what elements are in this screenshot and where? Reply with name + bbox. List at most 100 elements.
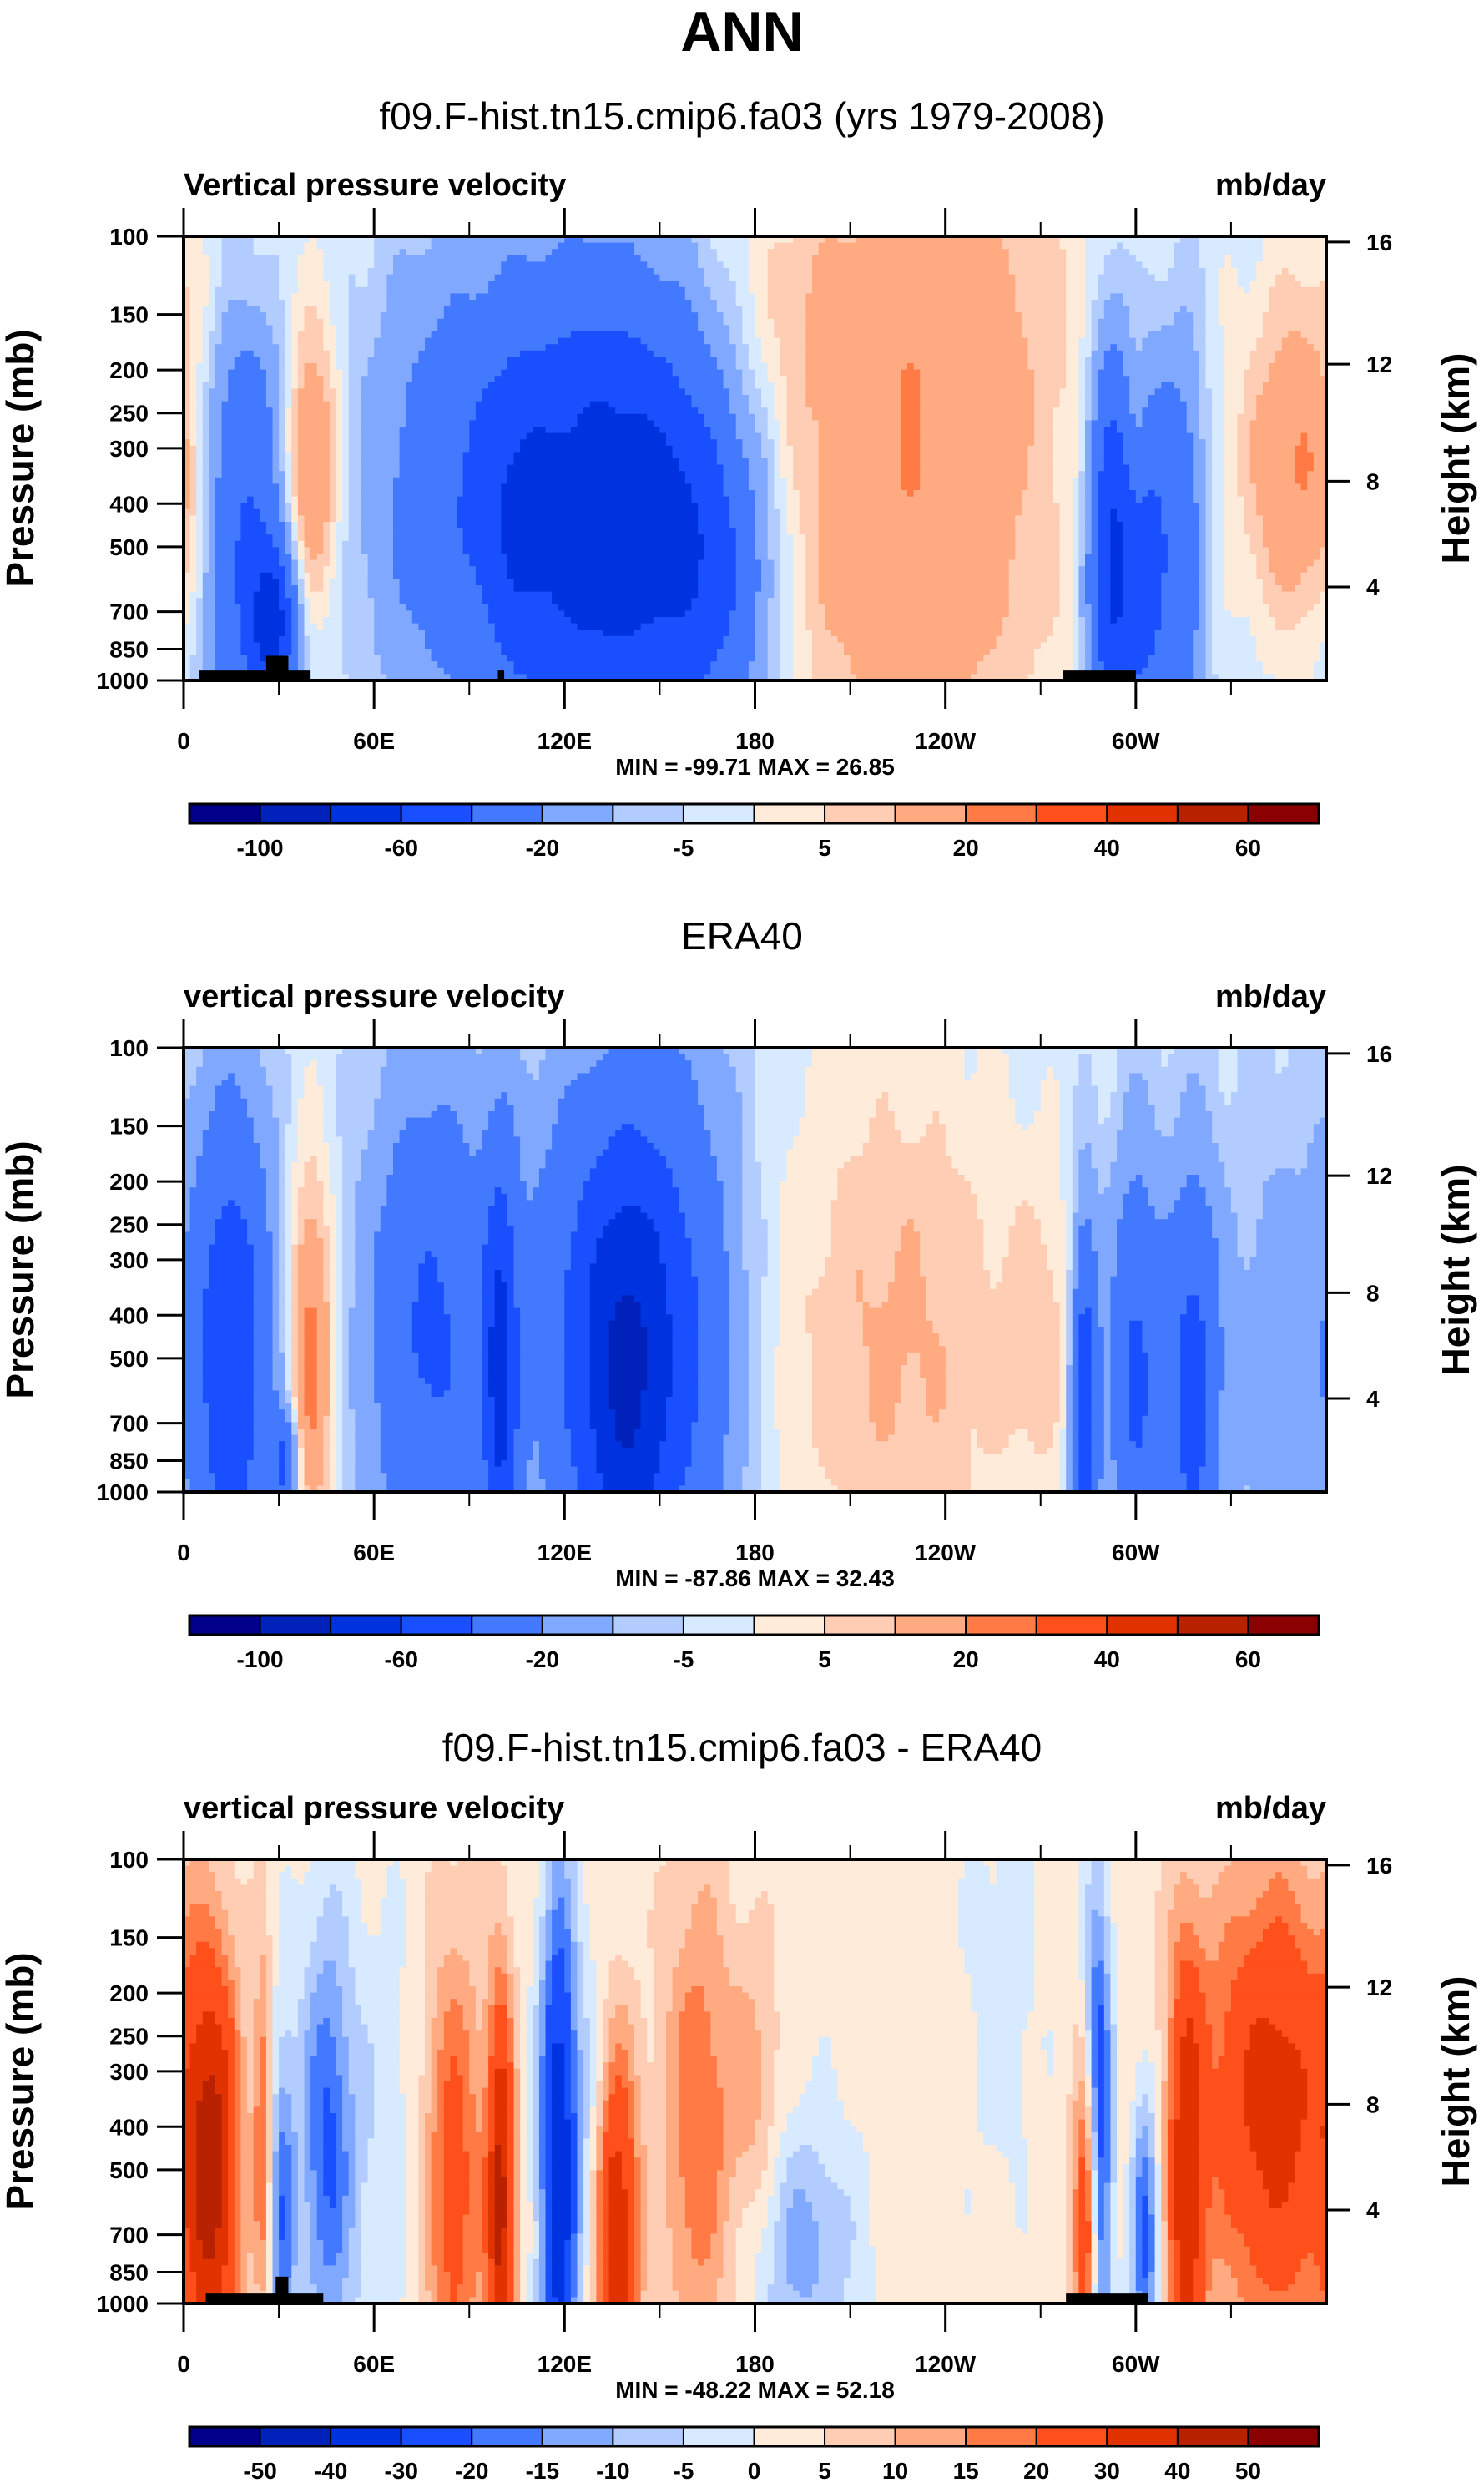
contour-cell bbox=[1098, 1270, 1118, 1277]
contour-cell bbox=[310, 661, 343, 669]
contour-cell bbox=[336, 1219, 343, 1226]
contour-cell bbox=[615, 1212, 648, 1220]
contour-cell bbox=[653, 350, 711, 357]
contour-cell bbox=[1117, 1156, 1219, 1163]
contour-cell bbox=[482, 1365, 489, 1373]
contour-cell bbox=[901, 388, 921, 396]
contour-cell bbox=[329, 1257, 337, 1264]
contour-cell bbox=[1078, 350, 1093, 357]
contour-cell bbox=[285, 376, 292, 383]
contour-cell bbox=[469, 1149, 477, 1156]
contour-cell bbox=[1047, 1073, 1054, 1080]
contour-cell bbox=[862, 1295, 889, 1302]
contour-cell bbox=[285, 1270, 292, 1277]
panel-1-units-label: mb/day bbox=[1214, 168, 1326, 203]
contour-cell bbox=[774, 559, 781, 567]
contour-cell bbox=[596, 1238, 661, 1246]
contour-cell bbox=[1091, 413, 1098, 421]
contour-cell bbox=[316, 1314, 331, 1322]
contour-cell bbox=[482, 1302, 496, 1309]
contour-cell bbox=[869, 1383, 901, 1391]
contour-cell bbox=[228, 1200, 235, 1207]
contour-cell bbox=[850, 1156, 952, 1163]
contour-cell bbox=[1205, 445, 1213, 453]
contour-cell bbox=[1237, 458, 1251, 466]
contour-cell bbox=[729, 1302, 750, 1309]
contour-cell bbox=[805, 540, 820, 548]
contour-cell bbox=[564, 1390, 591, 1398]
contour-cell bbox=[729, 1295, 750, 1302]
contour-cell bbox=[666, 1263, 692, 1271]
contour-cell bbox=[221, 439, 273, 447]
contour-cell bbox=[202, 1333, 255, 1341]
contour-cell bbox=[367, 1136, 401, 1144]
contour-cell bbox=[425, 1251, 432, 1258]
contour-cell bbox=[640, 1403, 667, 1410]
contour-cell bbox=[297, 1105, 324, 1112]
contour-cell bbox=[513, 1302, 565, 1309]
contour-cell bbox=[393, 554, 470, 561]
contour-cell bbox=[735, 566, 762, 574]
contour-cell bbox=[482, 1327, 489, 1334]
contour-cell bbox=[698, 318, 724, 326]
contour-cell bbox=[1193, 318, 1207, 326]
contour-cell bbox=[1129, 1187, 1149, 1195]
contour-cell bbox=[1091, 1352, 1105, 1359]
contour-cell bbox=[285, 623, 292, 630]
contour-cell bbox=[748, 395, 762, 402]
contour-cell bbox=[520, 1320, 565, 1327]
contour-cell bbox=[285, 1181, 292, 1188]
contour-cell bbox=[196, 464, 204, 472]
contour-cell bbox=[336, 439, 343, 447]
contour-cell bbox=[1098, 1187, 1105, 1195]
contour-cell bbox=[1218, 1257, 1244, 1264]
contour-cell bbox=[793, 471, 820, 478]
contour-cell bbox=[272, 325, 286, 332]
contour-cell bbox=[494, 1307, 508, 1315]
contour-cell bbox=[196, 623, 204, 630]
contour-cell bbox=[1091, 318, 1098, 326]
contour-cell bbox=[647, 1333, 674, 1341]
contour-cell bbox=[411, 610, 489, 618]
contour-cell bbox=[805, 306, 1016, 313]
contour-cell bbox=[1072, 1314, 1079, 1322]
contour-cell bbox=[1262, 585, 1283, 593]
contour-cell bbox=[399, 471, 464, 478]
contour-cell bbox=[538, 1066, 591, 1074]
panel-1-contour-field bbox=[184, 236, 1327, 681]
contour-cell bbox=[1300, 439, 1308, 447]
contour-cell bbox=[1307, 477, 1327, 484]
contour-cell bbox=[684, 1054, 730, 1061]
contour-cell bbox=[361, 382, 406, 389]
contour-cell bbox=[1053, 496, 1073, 503]
contour-cell bbox=[1098, 585, 1111, 593]
contour-cell bbox=[691, 598, 737, 605]
contour-cell bbox=[1205, 661, 1213, 669]
contour-cell bbox=[1129, 1397, 1149, 1404]
contour-cell bbox=[482, 1397, 496, 1404]
contour-cell bbox=[1103, 1409, 1111, 1417]
contour-cell bbox=[1262, 1193, 1327, 1201]
contour-cell bbox=[1078, 471, 1086, 478]
contour-cell bbox=[304, 1238, 324, 1246]
contour-cell bbox=[1161, 1048, 1175, 1055]
contour-cell bbox=[742, 1111, 756, 1119]
contour-cell bbox=[830, 1244, 902, 1252]
contour-cell bbox=[291, 1161, 305, 1169]
contour-cell bbox=[786, 395, 806, 402]
contour-cell bbox=[393, 508, 457, 516]
contour-cell bbox=[316, 1320, 331, 1327]
contour-cell bbox=[316, 1161, 331, 1169]
contour-cell bbox=[1205, 591, 1213, 599]
contour-cell bbox=[1053, 630, 1073, 637]
contour-cell bbox=[570, 1251, 597, 1258]
contour-cell bbox=[672, 452, 718, 459]
contour-cell bbox=[932, 1111, 940, 1119]
contour-cell bbox=[634, 630, 730, 637]
contour-cell bbox=[825, 610, 1010, 618]
contour-cell bbox=[272, 1270, 280, 1277]
contour-cell bbox=[215, 585, 235, 593]
contour-cell bbox=[189, 477, 197, 484]
contour-cell bbox=[501, 369, 674, 377]
contour-cell bbox=[748, 363, 769, 371]
